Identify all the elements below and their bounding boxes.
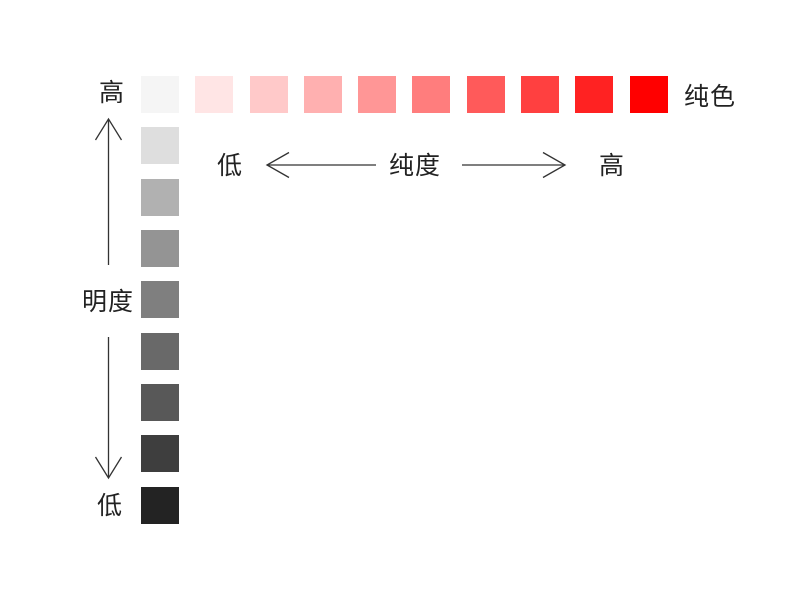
purity-swatch-4 bbox=[303, 76, 342, 113]
lightness-swatch-3 bbox=[141, 178, 179, 216]
purity-swatch-2 bbox=[195, 76, 234, 113]
purity-right-arrow bbox=[462, 151, 567, 179]
lightness-down-arrow bbox=[94, 337, 123, 480]
purity-axis-label: 纯度 bbox=[389, 152, 442, 180]
purity-high-label: 高 bbox=[599, 152, 626, 180]
lightness-high-label: 高 bbox=[99, 79, 126, 107]
lightness-swatch-6 bbox=[141, 332, 179, 370]
purity-swatch-10 bbox=[629, 76, 668, 113]
lightness-swatch-8 bbox=[141, 435, 179, 473]
lightness-up-arrow bbox=[94, 117, 123, 265]
lightness-swatch-column bbox=[141, 76, 179, 524]
lightness-swatch-7 bbox=[141, 384, 179, 422]
lightness-swatch-5 bbox=[141, 281, 179, 319]
purity-left-arrow bbox=[265, 151, 376, 179]
purity-low-label: 低 bbox=[217, 152, 244, 180]
purity-swatch-8 bbox=[521, 76, 560, 113]
lightness-swatch-2 bbox=[141, 127, 179, 165]
purity-swatch-7 bbox=[466, 76, 505, 113]
purity-swatch-6 bbox=[412, 76, 451, 113]
lightness-low-label: 低 bbox=[97, 492, 124, 520]
lightness-axis-label: 明度 bbox=[82, 288, 135, 316]
purity-swatch-5 bbox=[358, 76, 397, 113]
pure-color-label: 纯色 bbox=[684, 83, 737, 111]
lightness-swatch-9 bbox=[141, 486, 179, 524]
purity-swatch-9 bbox=[575, 76, 614, 113]
lightness-swatch-1 bbox=[141, 76, 179, 113]
lightness-swatch-4 bbox=[141, 230, 179, 268]
purity-swatch-3 bbox=[249, 76, 288, 113]
